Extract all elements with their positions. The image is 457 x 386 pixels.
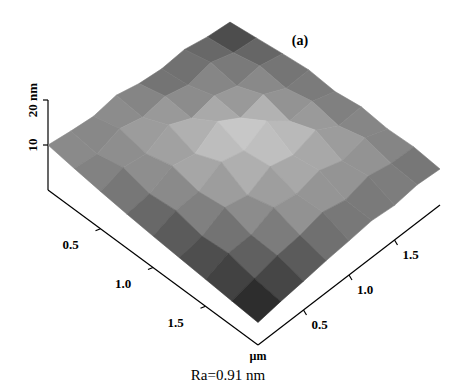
svg-text:20 nm: 20 nm — [25, 83, 40, 117]
svg-text:(a): (a) — [292, 33, 309, 49]
svg-text:10: 10 — [25, 139, 40, 152]
svg-text:1.0: 1.0 — [115, 276, 131, 291]
svg-text:1.0: 1.0 — [357, 282, 373, 297]
svg-text:Ra=0.91 nm: Ra=0.91 nm — [191, 367, 266, 383]
svg-text:1.5: 1.5 — [402, 247, 419, 262]
svg-text:1.5: 1.5 — [167, 315, 184, 330]
svg-text:µm: µm — [250, 349, 267, 363]
svg-text:0.5: 0.5 — [62, 237, 79, 252]
svg-text:0.5: 0.5 — [311, 317, 328, 332]
